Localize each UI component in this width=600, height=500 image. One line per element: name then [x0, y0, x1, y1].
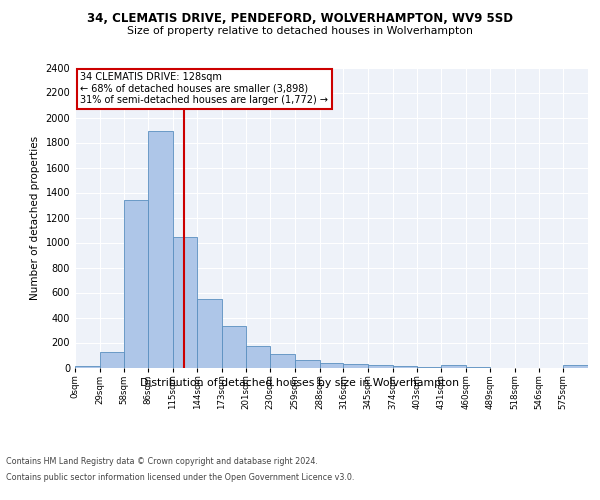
Bar: [368, 365, 392, 368]
Bar: [148, 131, 173, 368]
Bar: [343, 364, 368, 368]
Bar: [563, 365, 588, 368]
Text: 34 CLEMATIS DRIVE: 128sqm
← 68% of detached houses are smaller (3,898)
31% of se: 34 CLEMATIS DRIVE: 128sqm ← 68% of detac…: [80, 72, 328, 105]
Bar: [392, 366, 417, 368]
Bar: [197, 300, 222, 368]
Text: Distribution of detached houses by size in Wolverhampton: Distribution of detached houses by size …: [140, 378, 460, 388]
Text: Size of property relative to detached houses in Wolverhampton: Size of property relative to detached ho…: [127, 26, 473, 36]
Bar: [441, 365, 466, 368]
Bar: [246, 346, 271, 368]
Bar: [222, 326, 246, 368]
Text: Contains public sector information licensed under the Open Government Licence v3: Contains public sector information licen…: [6, 472, 355, 482]
Bar: [295, 360, 320, 368]
Bar: [320, 363, 343, 368]
Bar: [173, 237, 197, 368]
Y-axis label: Number of detached properties: Number of detached properties: [30, 136, 40, 300]
Bar: [100, 352, 124, 368]
Bar: [75, 366, 100, 368]
Bar: [271, 354, 295, 368]
Bar: [124, 200, 148, 368]
Text: Contains HM Land Registry data © Crown copyright and database right 2024.: Contains HM Land Registry data © Crown c…: [6, 458, 318, 466]
Text: 34, CLEMATIS DRIVE, PENDEFORD, WOLVERHAMPTON, WV9 5SD: 34, CLEMATIS DRIVE, PENDEFORD, WOLVERHAM…: [87, 12, 513, 25]
